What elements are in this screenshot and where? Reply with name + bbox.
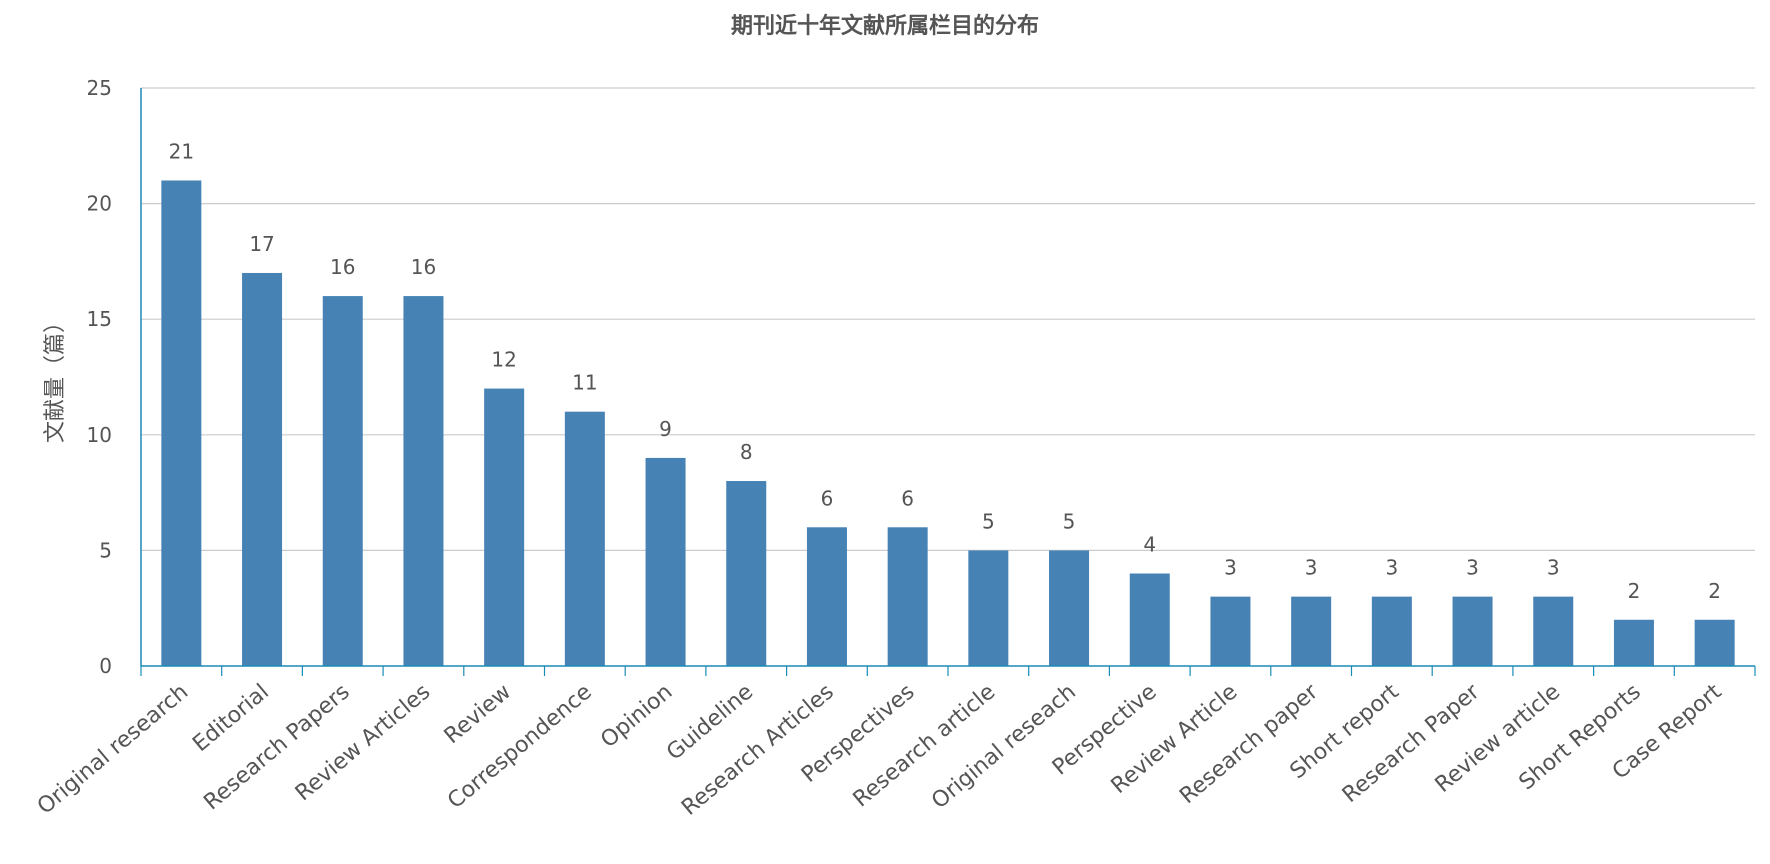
- data-label: 6: [901, 486, 914, 510]
- data-label: 3: [1305, 556, 1318, 580]
- x-tick-label: Research Paper: [1338, 679, 1485, 808]
- data-label: 2: [1628, 579, 1641, 603]
- data-label: 3: [1466, 556, 1479, 580]
- x-tick-label: Opinion: [596, 679, 677, 753]
- bar: [806, 527, 847, 666]
- bar: [1291, 596, 1332, 666]
- bar: [1129, 573, 1170, 666]
- x-tick-label: Original research: [33, 679, 193, 819]
- data-label: 12: [491, 348, 516, 372]
- data-label: 6: [821, 486, 834, 510]
- data-label: 16: [330, 255, 355, 279]
- bar: [1371, 596, 1412, 666]
- bar: [645, 457, 686, 666]
- bar: [564, 411, 605, 666]
- bar: [161, 180, 202, 667]
- x-tick-label: Research article: [849, 679, 1001, 812]
- data-label: 21: [169, 139, 194, 163]
- bar: [1613, 619, 1654, 666]
- data-label: 5: [1063, 509, 1076, 533]
- data-label: 3: [1547, 556, 1560, 580]
- bar: [403, 296, 444, 666]
- bar: [1049, 550, 1090, 666]
- x-tick-label: Correspondence: [443, 679, 597, 814]
- data-label: 5: [982, 509, 995, 533]
- y-tick-label: 15: [87, 307, 112, 331]
- bar: [1210, 596, 1251, 666]
- data-label: 4: [1143, 533, 1156, 557]
- data-label: 16: [411, 255, 436, 279]
- bar: [1694, 619, 1735, 666]
- x-tick-label: Original reseach: [927, 679, 1081, 814]
- y-tick-label: 5: [99, 538, 112, 562]
- x-tick-label: Research paper: [1175, 679, 1323, 809]
- data-label: 11: [572, 371, 597, 395]
- bar: [887, 527, 928, 666]
- x-tick-label: Review: [440, 679, 516, 749]
- data-label: 3: [1224, 556, 1237, 580]
- y-tick-label: 20: [87, 192, 112, 216]
- bar: [484, 388, 525, 666]
- x-tick-label: Research Articles: [677, 679, 839, 820]
- bar: [322, 296, 363, 666]
- data-label: 8: [740, 440, 753, 464]
- bar: [242, 272, 283, 666]
- x-tick-label: Review Articles: [291, 679, 435, 806]
- x-tick-label: Research Papers: [199, 679, 354, 815]
- bar: [1452, 596, 1493, 666]
- data-label: 9: [659, 417, 672, 441]
- bar: [726, 481, 767, 666]
- y-axis-label: 文献量（篇）: [43, 311, 68, 443]
- data-label: 17: [249, 232, 274, 256]
- chart-title: 期刊近十年文献所属栏目的分布: [730, 14, 1039, 39]
- data-label: 3: [1385, 556, 1398, 580]
- bar: [968, 550, 1009, 666]
- y-tick-label: 10: [87, 423, 112, 447]
- y-tick-label: 0: [99, 654, 112, 678]
- bar: [1533, 596, 1574, 666]
- data-label: 2: [1708, 579, 1721, 603]
- y-tick-label: 25: [87, 76, 112, 100]
